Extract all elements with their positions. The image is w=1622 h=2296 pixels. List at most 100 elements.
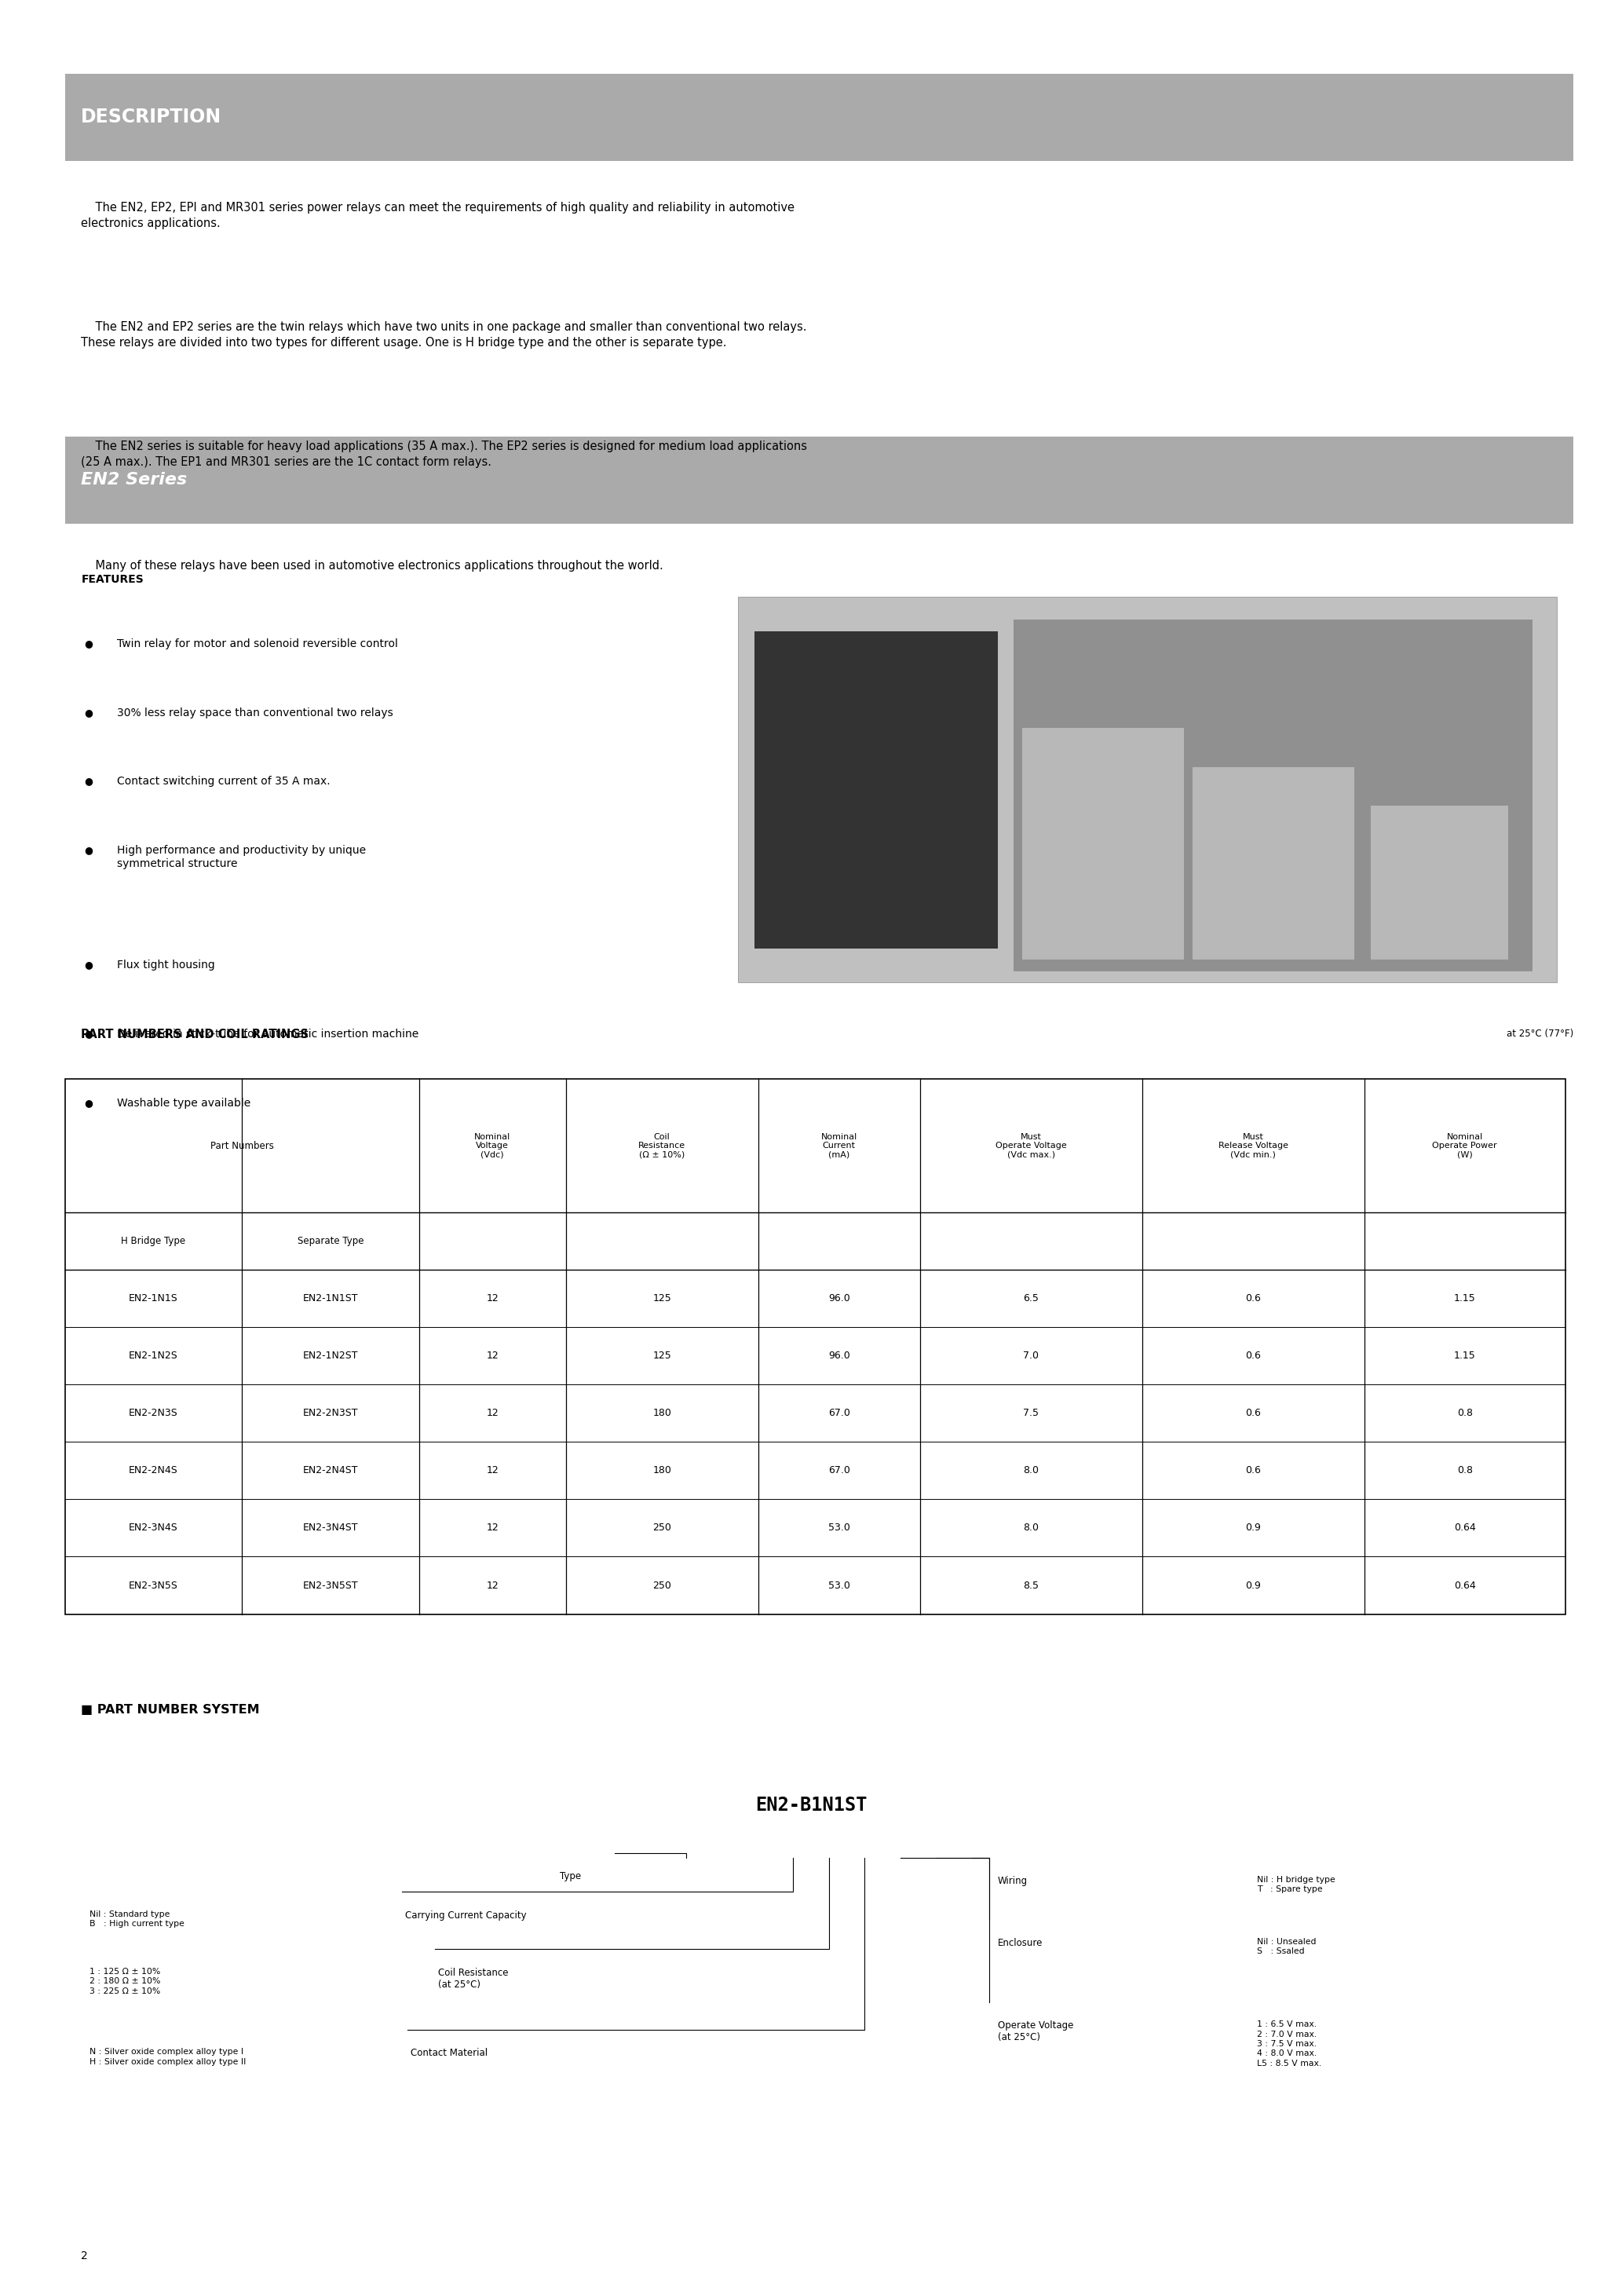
Text: EN2 Series: EN2 Series	[81, 473, 187, 487]
Text: Type: Type	[560, 1871, 581, 1880]
Text: N : Silver oxide complex alloy type I
H : Silver oxide complex alloy type II: N : Silver oxide complex alloy type I H …	[89, 2048, 247, 2066]
Text: 2: 2	[81, 2250, 88, 2262]
Text: 125: 125	[652, 1293, 672, 1304]
Text: 180: 180	[652, 1407, 672, 1419]
Text: 0.64: 0.64	[1453, 1580, 1476, 1591]
Text: 125: 125	[652, 1350, 672, 1362]
Text: Nominal
Current
(mA): Nominal Current (mA)	[821, 1132, 856, 1159]
Text: The EN2, EP2, EPI and MR301 series power relays can meet the requirements of hig: The EN2, EP2, EPI and MR301 series power…	[81, 202, 795, 230]
Text: Nominal
Operate Power
(W): Nominal Operate Power (W)	[1432, 1132, 1497, 1159]
Text: 1 : 125 Ω ± 10%
2 : 180 Ω ± 10%
3 : 225 Ω ± 10%: 1 : 125 Ω ± 10% 2 : 180 Ω ± 10% 3 : 225 …	[89, 1968, 161, 1995]
Text: 0.9: 0.9	[1246, 1580, 1260, 1591]
Text: PART NUMBERS AND COIL RATINGS: PART NUMBERS AND COIL RATINGS	[81, 1029, 308, 1040]
Text: 1 : 6.5 V max.
2 : 7.0 V max.
3 : 7.5 V max.
4 : 8.0 V max.
L5 : 8.5 V max.: 1 : 6.5 V max. 2 : 7.0 V max. 3 : 7.5 V …	[1257, 2020, 1322, 2066]
Text: EN2-1N2ST: EN2-1N2ST	[303, 1350, 358, 1362]
Text: 0.6: 0.6	[1246, 1350, 1260, 1362]
Text: 67.0: 67.0	[829, 1465, 850, 1476]
Text: Must
Release Voltage
(Vdc min.): Must Release Voltage (Vdc min.)	[1218, 1132, 1288, 1159]
Text: 8.0: 8.0	[1023, 1522, 1040, 1534]
Bar	[754, 631, 998, 948]
Text: Operate Voltage
(at 25°C): Operate Voltage (at 25°C)	[998, 2020, 1074, 2043]
Text: 1.15: 1.15	[1453, 1350, 1476, 1362]
Text: Many of these relays have been used in automotive electronics applications throu: Many of these relays have been used in a…	[81, 560, 663, 572]
Text: 96.0: 96.0	[829, 1350, 850, 1362]
Text: 0.9: 0.9	[1246, 1522, 1260, 1534]
Text: 0.64: 0.64	[1453, 1522, 1476, 1534]
Text: Twin relay for motor and solenoid reversible control: Twin relay for motor and solenoid revers…	[117, 638, 397, 650]
Bar	[1371, 806, 1508, 960]
Text: EN2-1N1S: EN2-1N1S	[128, 1293, 178, 1304]
Text: 53.0: 53.0	[829, 1522, 850, 1534]
Text: Contact switching current of 35 A max.: Contact switching current of 35 A max.	[117, 776, 329, 788]
Text: 12: 12	[487, 1580, 498, 1591]
Bar	[1192, 767, 1354, 960]
Text: at 25°C (77°F): at 25°C (77°F)	[1507, 1029, 1573, 1038]
Text: 8.5: 8.5	[1023, 1580, 1040, 1591]
Text: ●: ●	[84, 776, 92, 785]
Text: 0.6: 0.6	[1246, 1293, 1260, 1304]
Text: 12: 12	[487, 1407, 498, 1419]
Text: 1.15: 1.15	[1453, 1293, 1476, 1304]
Text: EN2-B1N1ST: EN2-B1N1ST	[756, 1795, 866, 1814]
Text: Separate Type: Separate Type	[297, 1235, 363, 1247]
Bar	[65, 73, 1573, 161]
Text: 96.0: 96.0	[829, 1293, 850, 1304]
Text: ●: ●	[84, 960, 92, 969]
Text: EN2-3N5ST: EN2-3N5ST	[303, 1580, 358, 1591]
Text: 12: 12	[487, 1350, 498, 1362]
Text: Must
Operate Voltage
(Vdc max.): Must Operate Voltage (Vdc max.)	[996, 1132, 1067, 1159]
Text: 30% less relay space than conventional two relays: 30% less relay space than conventional t…	[117, 707, 393, 719]
Bar	[738, 597, 1557, 983]
Text: Delivered in stick-tube for automatic insertion machine: Delivered in stick-tube for automatic in…	[117, 1029, 418, 1040]
Text: 0.8: 0.8	[1457, 1465, 1473, 1476]
Text: 8.0: 8.0	[1023, 1465, 1040, 1476]
Text: Contact Material: Contact Material	[410, 2048, 487, 2057]
Text: High performance and productivity by unique
symmetrical structure: High performance and productivity by uni…	[117, 845, 365, 870]
Text: Enclosure: Enclosure	[998, 1938, 1043, 1947]
Text: EN2-3N4ST: EN2-3N4ST	[303, 1522, 358, 1534]
Text: 12: 12	[487, 1522, 498, 1534]
Text: EN2-1N2S: EN2-1N2S	[128, 1350, 178, 1362]
Text: EN2-2N4S: EN2-2N4S	[128, 1465, 178, 1476]
Text: 0.6: 0.6	[1246, 1407, 1260, 1419]
Text: ●: ●	[84, 1097, 92, 1107]
Text: ●: ●	[84, 1029, 92, 1038]
Text: Carrying Current Capacity: Carrying Current Capacity	[406, 1910, 527, 1919]
Text: 12: 12	[487, 1465, 498, 1476]
Text: DESCRIPTION: DESCRIPTION	[81, 108, 222, 126]
Text: Coil Resistance
(at 25°C): Coil Resistance (at 25°C)	[438, 1968, 508, 1991]
Text: 7.5: 7.5	[1023, 1407, 1040, 1419]
Text: ●: ●	[84, 845, 92, 854]
Text: EN2-2N3ST: EN2-2N3ST	[303, 1407, 358, 1419]
Text: Part Numbers: Part Numbers	[211, 1141, 274, 1150]
Bar	[65, 1079, 1565, 1614]
Text: 250: 250	[652, 1580, 672, 1591]
Text: Nominal
Voltage
(Vdc): Nominal Voltage (Vdc)	[474, 1132, 511, 1159]
Text: FEATURES: FEATURES	[81, 574, 144, 585]
Bar	[1022, 728, 1184, 960]
Text: Nil : Unsealed
S   : Ssaled: Nil : Unsealed S : Ssaled	[1257, 1938, 1317, 1956]
Text: 0.8: 0.8	[1457, 1407, 1473, 1419]
Text: 250: 250	[652, 1522, 672, 1534]
Text: The EN2 series is suitable for heavy load applications (35 A max.). The EP2 seri: The EN2 series is suitable for heavy loa…	[81, 441, 808, 468]
Text: Washable type available: Washable type available	[117, 1097, 250, 1109]
Text: EN2-3N4S: EN2-3N4S	[128, 1522, 178, 1534]
Text: EN2-2N4ST: EN2-2N4ST	[303, 1465, 358, 1476]
Text: ●: ●	[84, 707, 92, 716]
Text: Wiring: Wiring	[998, 1876, 1027, 1885]
Text: The EN2 and EP2 series are the twin relays which have two units in one package a: The EN2 and EP2 series are the twin rela…	[81, 321, 806, 349]
Text: Nil : H bridge type
T   : Spare type: Nil : H bridge type T : Spare type	[1257, 1876, 1335, 1894]
Text: H Bridge Type: H Bridge Type	[122, 1235, 185, 1247]
Text: 0.6: 0.6	[1246, 1465, 1260, 1476]
Bar	[65, 436, 1573, 523]
Text: 7.0: 7.0	[1023, 1350, 1040, 1362]
Text: ■ PART NUMBER SYSTEM: ■ PART NUMBER SYSTEM	[81, 1704, 260, 1715]
Bar	[1014, 620, 1533, 971]
Text: EN2-1N1ST: EN2-1N1ST	[303, 1293, 358, 1304]
Text: Nil : Standard type
B   : High current type: Nil : Standard type B : High current typ…	[89, 1910, 185, 1929]
Text: ●: ●	[84, 638, 92, 647]
Text: EN2-2N3S: EN2-2N3S	[128, 1407, 178, 1419]
Text: 12: 12	[487, 1293, 498, 1304]
Text: 180: 180	[652, 1465, 672, 1476]
Text: 67.0: 67.0	[829, 1407, 850, 1419]
